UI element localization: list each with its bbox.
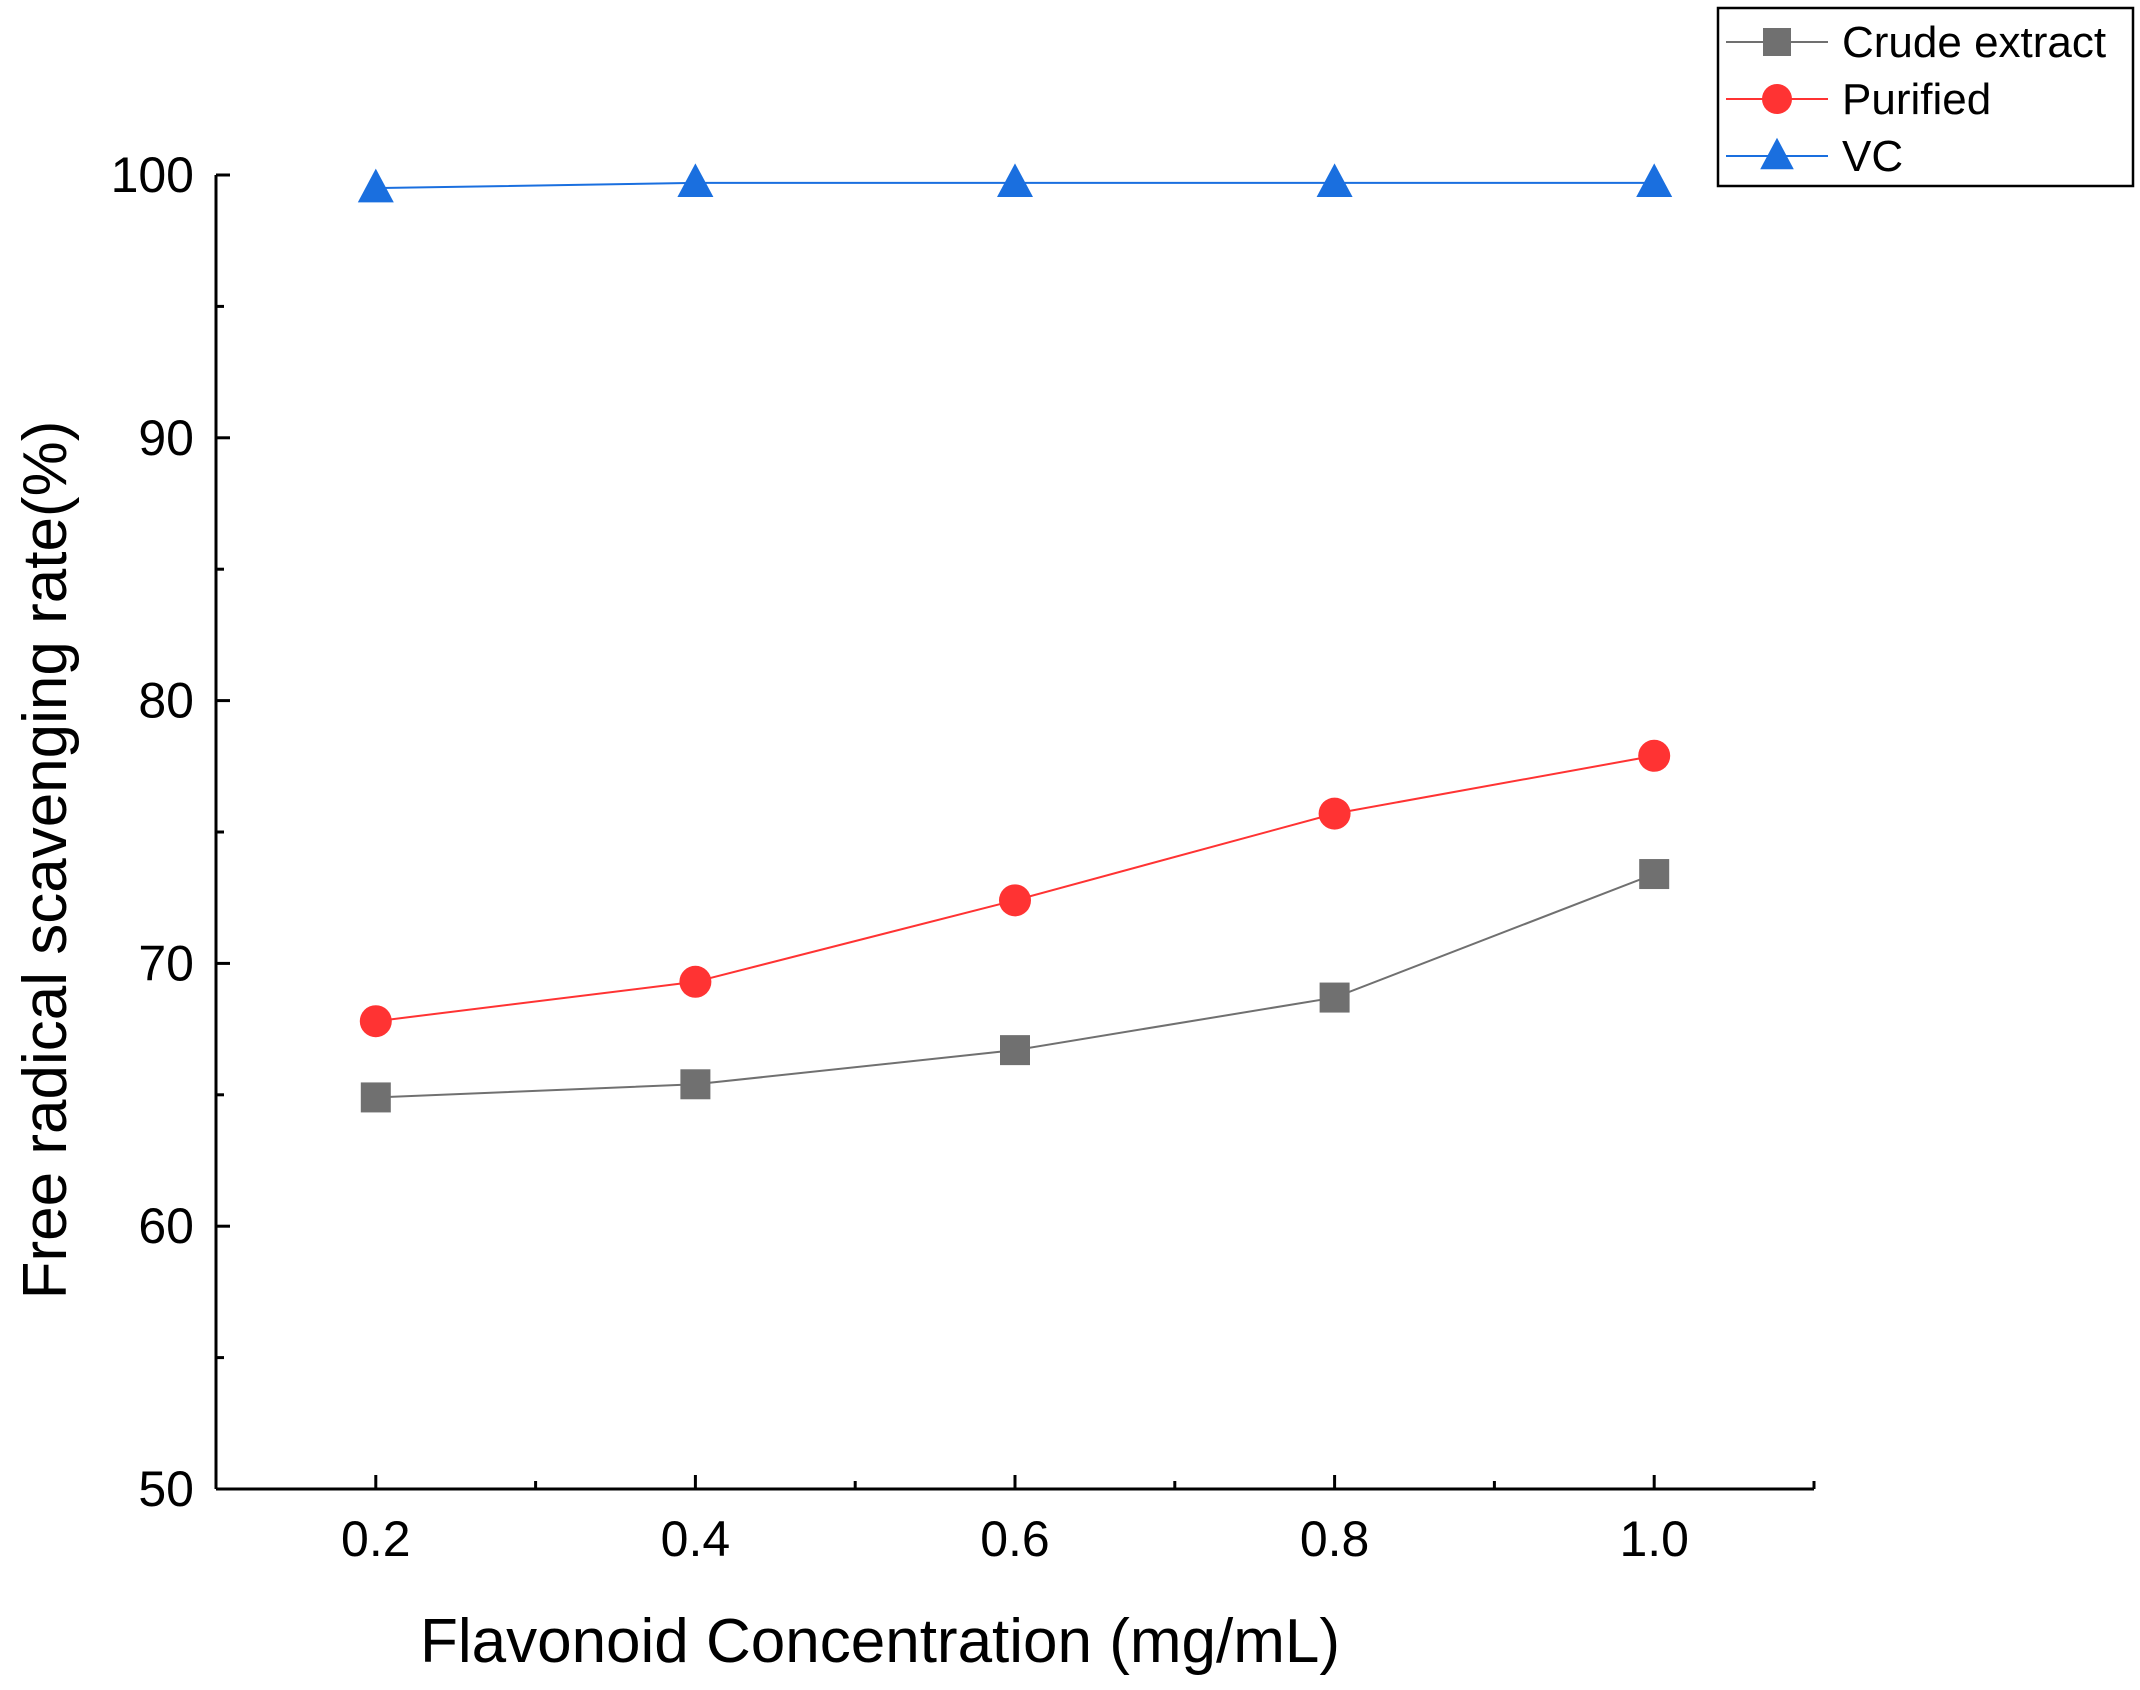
data-point: [1639, 859, 1670, 890]
x-ticks: 0.2 0.4 0.6 0.8 1.0: [214, 1475, 1816, 1567]
y-axis-title: Free radical scavenging rate(%): [11, 421, 80, 1300]
data-point: [359, 1005, 392, 1038]
series-purified: [359, 739, 1671, 1038]
x-axis-title: Flavonoid Concentration (mg/mL): [420, 1607, 1340, 1676]
data-point: [1319, 982, 1350, 1013]
y-tick-label: 100: [111, 147, 194, 203]
legend-label: VC: [1842, 132, 1903, 181]
x-tick-label: 0.8: [1300, 1511, 1370, 1567]
legend-marker: [1763, 28, 1791, 56]
y-tick-label: 90: [138, 410, 194, 466]
x-tick-label: 0.2: [341, 1511, 411, 1567]
series-layer: [357, 163, 1673, 1113]
data-point: [1318, 797, 1351, 830]
x-tick-label: 0.6: [980, 1511, 1050, 1567]
y-tick-label: 60: [138, 1198, 194, 1254]
data-point: [1636, 163, 1673, 198]
data-point: [680, 1069, 711, 1100]
legend-label: Purified: [1842, 75, 1991, 124]
legend: Crude extract Purified VC: [1716, 6, 2135, 188]
data-point: [1638, 739, 1671, 772]
data-point: [1316, 163, 1353, 198]
axes: [214, 175, 1814, 1491]
data-point: [360, 1082, 391, 1113]
y-ticks: 50 60 70 80 90 100: [111, 147, 230, 1517]
series-vc: [357, 163, 1673, 203]
x-tick-label: 0.4: [661, 1511, 731, 1567]
legend-marker: [1760, 137, 1794, 170]
data-point: [1000, 1035, 1030, 1066]
legend-label: Crude extract: [1842, 18, 2106, 67]
data-point: [677, 163, 714, 198]
series-crude-extract: [360, 859, 1670, 1113]
data-point: [357, 168, 394, 203]
data-point: [997, 163, 1033, 198]
legend-marker: [1762, 84, 1792, 114]
y-tick-label: 70: [138, 935, 194, 991]
data-point: [999, 884, 1031, 917]
y-tick-label: 50: [138, 1461, 194, 1517]
x-tick-label: 1.0: [1619, 1511, 1689, 1567]
y-tick-label: 80: [138, 673, 194, 729]
data-point: [679, 965, 712, 998]
